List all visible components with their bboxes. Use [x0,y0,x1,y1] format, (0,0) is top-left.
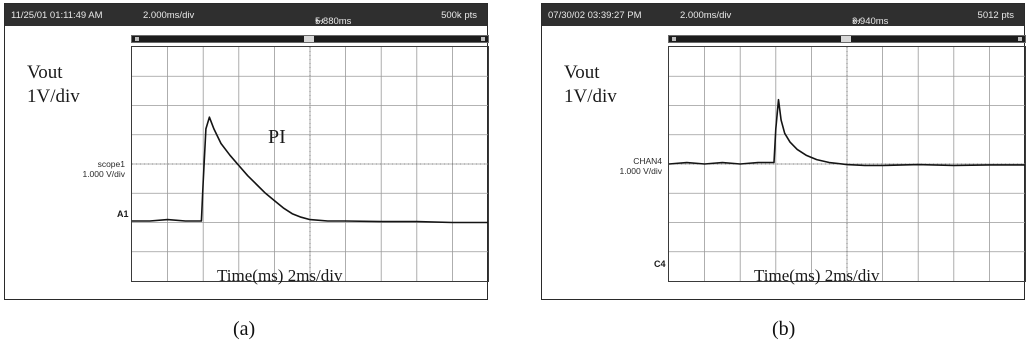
waveform-plot [132,47,488,281]
record-scrollbar[interactable] [131,35,489,43]
scroll-right-icon[interactable] [481,37,485,41]
scope-window-a: 11/25/01 01:11:49 AM 2.000ms/div ↤ 5.880m… [4,3,489,300]
scroll-left-icon[interactable] [135,37,139,41]
waveform-plot [668,47,1025,281]
pi-annotation: PI [268,126,286,148]
scope-status-bar: 11/25/01 01:11:49 AM 2.000ms/div ↤ 5.880m… [5,4,487,27]
waveform-trace [668,98,1025,167]
timebase: 2.000ms/div [143,10,195,21]
channel-scale: 1.000 V/div [82,169,125,179]
timestamp: 07/30/02 03:39:27 PM [548,10,642,21]
arrow-left-icon: ↤ [852,16,861,27]
y-axis-label: Vout [564,62,600,83]
timestamp: 11/25/01 01:11:49 AM [11,10,103,21]
channel-name: CHAN4 [633,156,662,166]
scroll-left-icon[interactable] [672,37,676,41]
x-axis-label: Time(ms) 2ms/div [217,266,343,285]
channel-scale: 1.000 V/div [619,166,662,176]
channel-ground-marker: C4 [654,259,666,269]
position-value: 5.880ms [315,16,352,27]
arrow-left-icon: ↤ [315,16,324,27]
scroll-thumb[interactable] [304,36,314,42]
waveform-trace [132,116,488,224]
position-value: 3.940ms [852,16,889,27]
record-scrollbar[interactable] [668,35,1026,43]
caption-b: (b) [772,318,796,340]
channel-ground-marker: A1 [117,209,129,219]
channel-name: scope1 [97,159,125,169]
y-axis-label: Vout [27,62,63,83]
scope-window-b: 07/30/02 03:39:27 PM 2.000ms/div ↤ 3.940m… [541,3,1026,300]
x-axis-label: Time(ms) 2ms/div [754,266,880,285]
record-length: 500k pts [441,10,477,21]
scroll-right-icon[interactable] [1018,37,1022,41]
y-axis-scale-label: 1V/div [564,86,617,107]
waveform-graticule [668,46,1026,282]
caption-a: (a) [233,318,256,340]
record-length: 5012 pts [977,10,1014,21]
scroll-thumb[interactable] [841,36,851,42]
waveform-graticule [131,46,489,282]
timebase: 2.000ms/div [680,10,732,21]
scope-status-bar: 07/30/02 03:39:27 PM 2.000ms/div ↤ 3.940m… [542,4,1024,27]
y-axis-scale-label: 1V/div [27,86,80,107]
